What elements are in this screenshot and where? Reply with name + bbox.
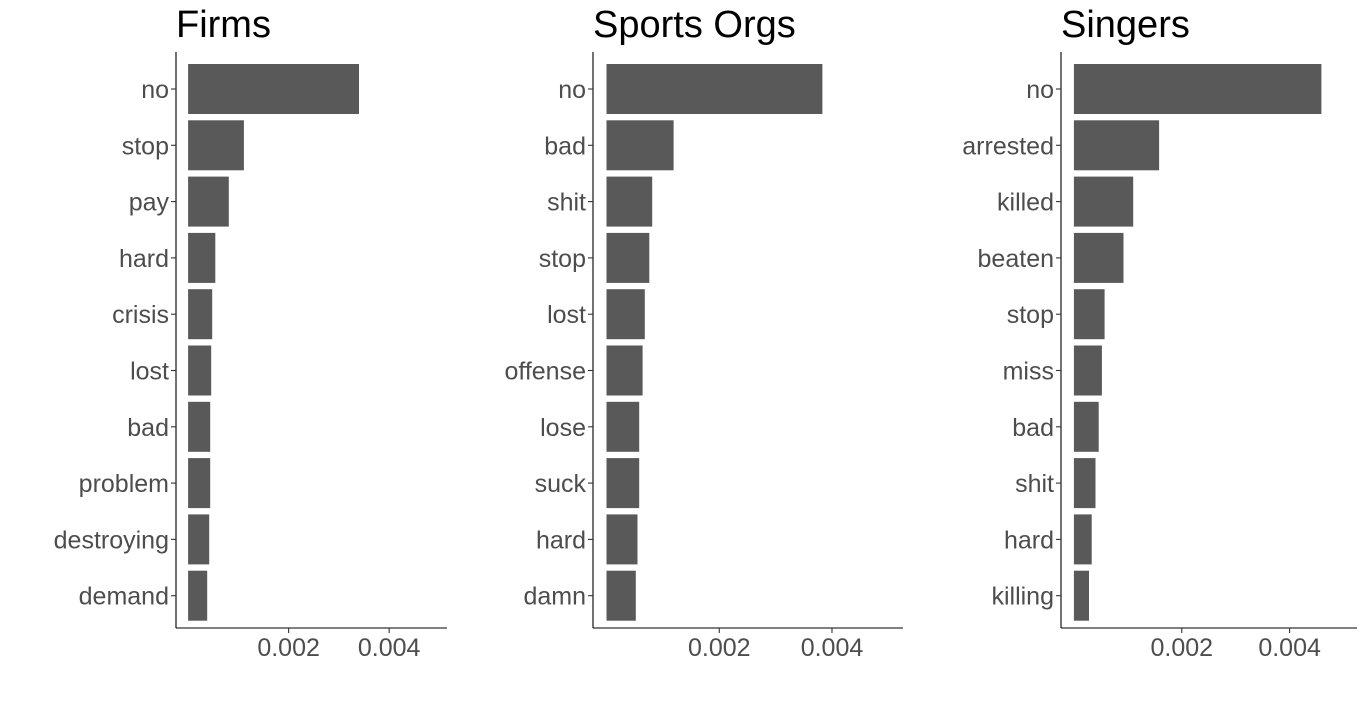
panel-title: Singers	[1061, 4, 1190, 46]
bar-stop	[606, 232, 650, 283]
bar-no	[188, 64, 359, 114]
bar-stop	[188, 120, 244, 171]
category-label: arrested	[962, 132, 1054, 160]
category-label: killing	[991, 583, 1054, 611]
panel-title: Firms	[176, 4, 271, 46]
category-label: bad	[1012, 414, 1054, 442]
category-label: pay	[129, 189, 170, 217]
x-tick-label: 0.002	[688, 634, 751, 662]
bar-hard	[606, 514, 638, 565]
bar-demand	[188, 570, 208, 621]
category-label: hard	[536, 526, 586, 554]
category-label: shit	[547, 189, 586, 217]
bar-lose	[606, 401, 640, 452]
panel-singers: Singers no arrested killed beaten stop miss ba…	[962, 4, 1357, 662]
category-label: crisis	[112, 301, 169, 329]
category-label: destroying	[54, 526, 169, 554]
category-label: damn	[523, 583, 586, 611]
category-label: shit	[1015, 470, 1054, 498]
bar-lost	[606, 289, 645, 340]
bar-offense	[606, 345, 643, 396]
bar-killed	[1073, 176, 1134, 227]
category-label: miss	[1003, 358, 1054, 386]
x-tick-label: 0.004	[801, 634, 864, 662]
category-label: suck	[535, 470, 587, 498]
bar-beaten	[1073, 232, 1124, 283]
bar-arrested	[1073, 120, 1160, 171]
bar-crisis	[188, 289, 213, 340]
bar-stop	[1073, 289, 1105, 340]
bar-bad	[606, 120, 674, 171]
bar-shit	[606, 176, 653, 227]
bar-hard	[1073, 514, 1092, 565]
category-label: stop	[1007, 301, 1054, 329]
bar-bad	[188, 401, 211, 452]
bar-problem	[188, 458, 211, 509]
category-label: lost	[130, 358, 169, 386]
bar-bad	[1073, 401, 1099, 452]
panel-sports-orgs: Sports Orgs no bad shit stop lost offense lose…	[504, 4, 903, 662]
category-label: hard	[1004, 526, 1054, 554]
category-label: problem	[79, 470, 169, 498]
category-label: no	[1026, 76, 1054, 104]
panel-title: Sports Orgs	[593, 4, 796, 46]
category-label: bad	[544, 132, 586, 160]
bar-shit	[1073, 458, 1096, 509]
category-label: no	[141, 76, 169, 104]
category-label: bad	[127, 414, 169, 442]
x-tick-label: 0.004	[358, 634, 421, 662]
category-label: stop	[122, 132, 169, 160]
category-label: lose	[540, 414, 586, 442]
category-label: hard	[119, 245, 169, 273]
bar-pay	[188, 176, 229, 227]
bar-destroying	[188, 514, 210, 565]
category-label: stop	[539, 245, 586, 273]
bar-hard	[188, 232, 216, 283]
category-label: no	[558, 76, 586, 104]
category-label: beaten	[978, 245, 1054, 273]
bar-lost	[188, 345, 212, 396]
x-tick-label: 0.004	[1258, 634, 1321, 662]
bar-killing	[1073, 570, 1089, 621]
bar-damn	[606, 570, 636, 621]
bar-miss	[1073, 345, 1102, 396]
bar-no	[606, 64, 823, 114]
category-label: offense	[504, 358, 586, 386]
category-label: demand	[79, 583, 169, 611]
bar-no	[1073, 64, 1322, 114]
x-tick-label: 0.002	[1150, 634, 1213, 662]
category-label: lost	[547, 301, 586, 329]
bar-suck	[606, 458, 640, 509]
category-label: killed	[997, 189, 1054, 217]
panel-firms: Firms no stop pay hard crisis lost bad problem d…	[54, 4, 447, 662]
x-tick-label: 0.002	[257, 634, 320, 662]
